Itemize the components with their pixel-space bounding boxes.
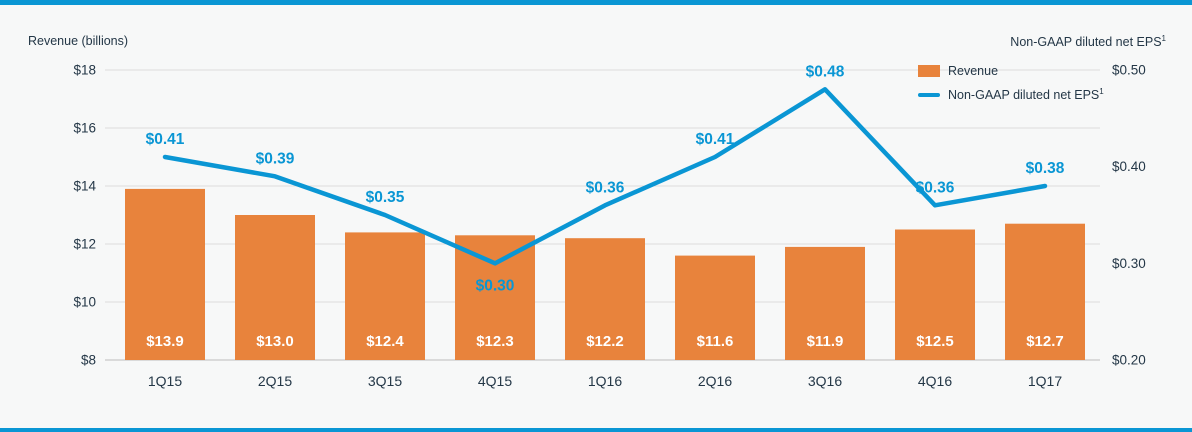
- revenue-bar: [345, 232, 425, 360]
- right-axis-tick: $0.30: [1112, 256, 1146, 271]
- eps-point-label: $0.36: [916, 179, 955, 196]
- right-axis-title-text: Non-GAAP diluted net EPS: [1010, 35, 1162, 50]
- left-axis-tick: $18: [73, 63, 96, 78]
- x-axis-label: 1Q16: [588, 373, 622, 389]
- revenue-bar-label: $12.2: [586, 333, 624, 350]
- left-axis-tick: $8: [81, 353, 96, 368]
- eps-point-label: $0.48: [806, 63, 845, 80]
- eps-point-label: $0.41: [146, 131, 185, 148]
- bottom-accent-bar: [0, 428, 1192, 432]
- x-axis-label: 3Q16: [808, 373, 842, 389]
- revenue-bar-label: $12.3: [476, 333, 514, 350]
- revenue-bar: [785, 246, 865, 360]
- revenue-bar-label: $12.7: [1026, 333, 1064, 350]
- left-axis-tick: $16: [73, 121, 96, 136]
- eps-line-swatch-icon: [918, 92, 940, 97]
- x-axis-label: 1Q17: [1028, 373, 1062, 389]
- eps-point-label: $0.38: [1026, 160, 1065, 177]
- legend: Revenue Non-GAAP diluted net EPS1: [918, 64, 1104, 102]
- revenue-bar: [1005, 223, 1085, 360]
- top-accent-bar: [0, 0, 1192, 5]
- revenue-bar: [455, 235, 535, 360]
- eps-point-label: $0.39: [256, 150, 295, 167]
- revenue-bar-label: $11.6: [697, 333, 734, 350]
- right-axis-tick: $0.20: [1112, 353, 1146, 368]
- revenue-swatch-icon: [918, 65, 940, 77]
- legend-item-revenue: Revenue: [918, 64, 1104, 78]
- x-axis-label: 2Q16: [698, 373, 732, 389]
- eps-point-label: $0.35: [366, 189, 405, 206]
- eps-point-label: $0.30: [476, 277, 515, 294]
- revenue-bar: [235, 215, 315, 360]
- eps-line: [162, 87, 1048, 266]
- left-axis-tick: $12: [73, 237, 96, 252]
- revenue-bar: [125, 188, 205, 360]
- right-axis-tick: $0.40: [1112, 159, 1146, 174]
- legend-label-revenue: Revenue: [948, 64, 999, 78]
- revenue-bar-label: $13.9: [146, 333, 184, 350]
- right-axis-title: Non-GAAP diluted net EPS1: [1010, 34, 1166, 49]
- revenue-bar: [895, 229, 975, 360]
- left-axis-tick: $10: [73, 295, 96, 310]
- x-axis-label: 3Q15: [368, 373, 402, 389]
- legend-item-eps: Non-GAAP diluted net EPS1: [918, 87, 1104, 102]
- eps-point-label: $0.36: [586, 179, 625, 196]
- x-axis-label: 4Q16: [918, 373, 952, 389]
- legend-label-eps-text: Non-GAAP diluted net EPS: [948, 88, 1100, 103]
- revenue-bar-label: $12.5: [916, 333, 954, 350]
- revenue-bar-label: $11.9: [807, 333, 844, 350]
- revenue-bar: [565, 238, 645, 360]
- revenue-bar: [675, 255, 755, 360]
- revenue-bar-label: $13.0: [256, 333, 294, 350]
- left-axis-tick: $14: [73, 179, 96, 194]
- legend-label-eps: Non-GAAP diluted net EPS1: [948, 87, 1104, 102]
- left-axis-title: Revenue (billions): [28, 34, 129, 48]
- revenue-bar-label: $12.4: [366, 333, 404, 350]
- right-axis-title-footnote: 1: [1161, 34, 1166, 43]
- right-axis-tick: $0.50: [1112, 63, 1146, 78]
- x-axis-label: 1Q15: [148, 373, 182, 389]
- x-axis-label: 2Q15: [258, 373, 292, 389]
- legend-label-eps-footnote: 1: [1099, 87, 1104, 96]
- eps-point-label: $0.41: [696, 131, 735, 148]
- x-axis-label: 4Q15: [478, 373, 512, 389]
